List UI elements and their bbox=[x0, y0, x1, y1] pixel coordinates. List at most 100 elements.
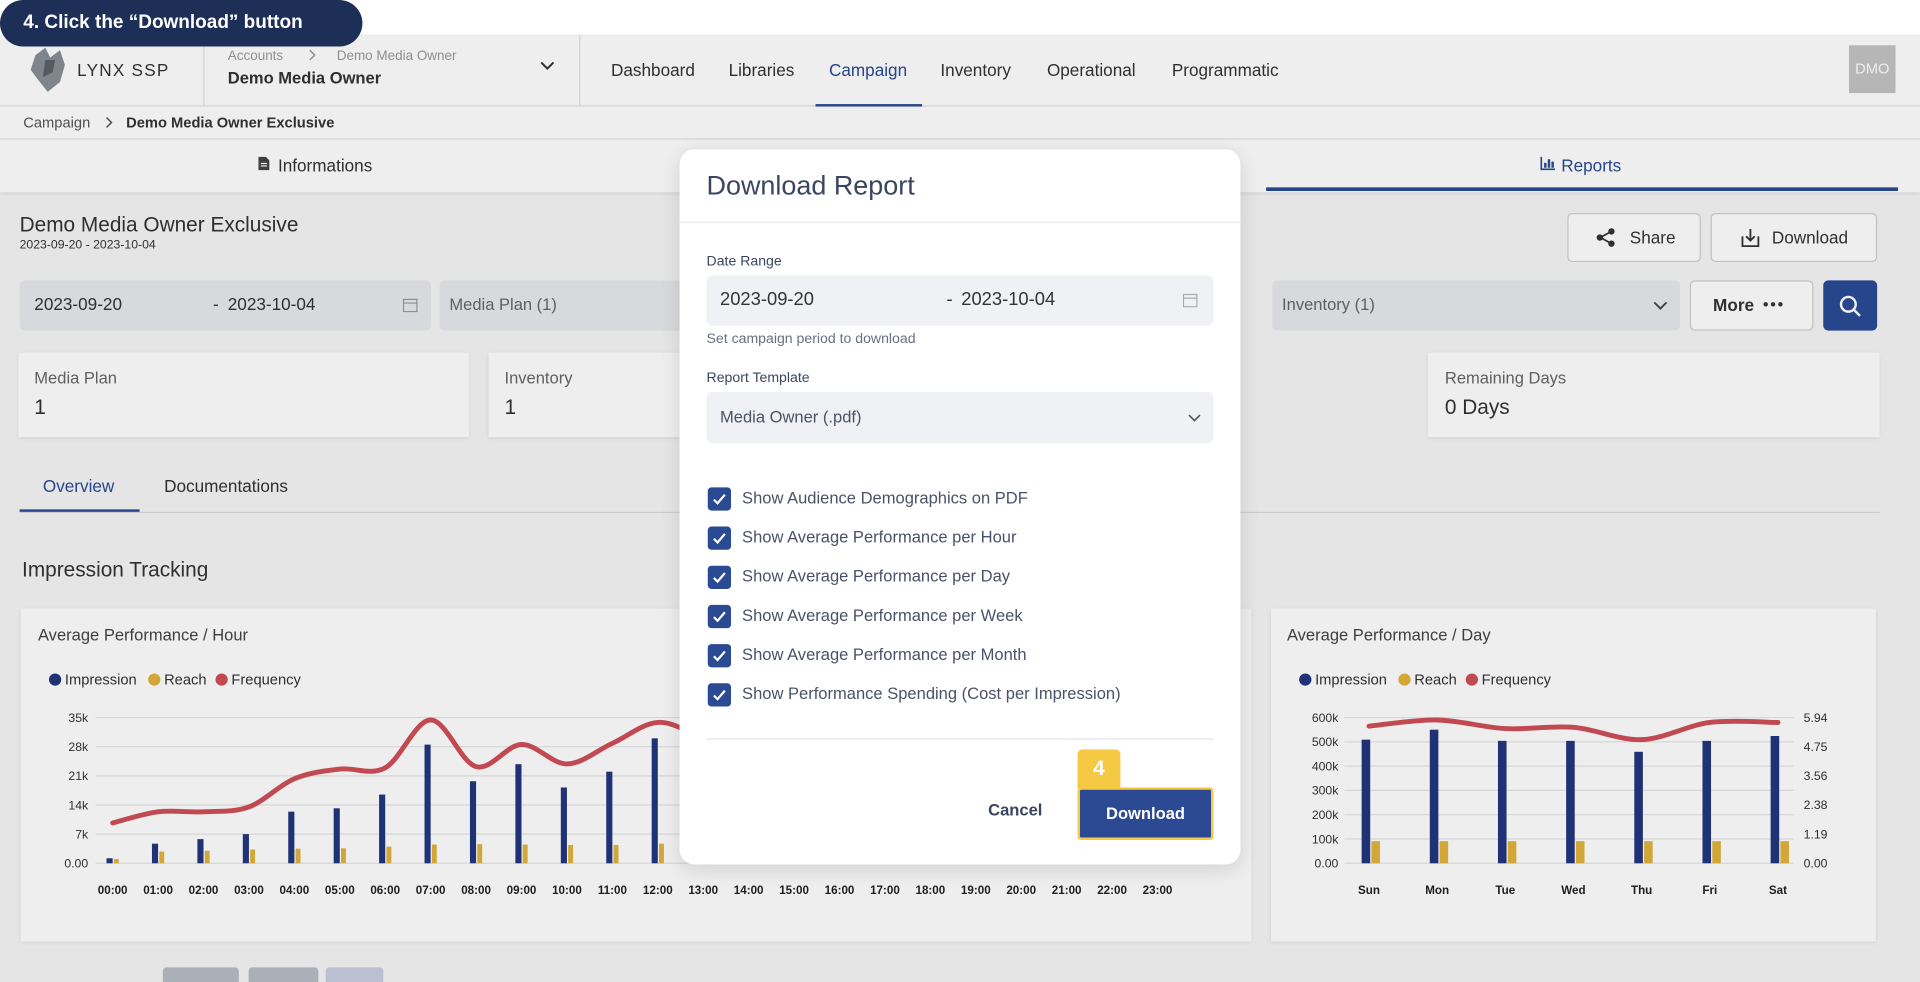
stat-value: 1 bbox=[34, 395, 46, 419]
check-mark bbox=[713, 650, 726, 662]
legend-label: Impression bbox=[1315, 672, 1387, 688]
bar bbox=[288, 811, 295, 864]
nav-item[interactable]: Programmatic bbox=[1171, 60, 1279, 80]
x-tick-label: 18:00 bbox=[916, 884, 946, 897]
checkbox-label[interactable]: Show Average Performance per Hour bbox=[742, 527, 1017, 547]
shape bbox=[1182, 293, 1198, 308]
more-button[interactable] bbox=[1689, 280, 1814, 331]
bar bbox=[341, 848, 346, 864]
checkbox-label[interactable]: Show Average Performance per Day bbox=[742, 566, 1011, 586]
breadcrumb-top[interactable]: Accounts bbox=[227, 48, 284, 64]
share-button[interactable] bbox=[1567, 213, 1701, 263]
bar bbox=[333, 808, 340, 864]
subtab[interactable]: Documentations bbox=[164, 476, 288, 496]
x-tick-label: 01:00 bbox=[143, 884, 173, 897]
nav-underline bbox=[815, 104, 923, 107]
search-button[interactable] bbox=[1823, 280, 1878, 331]
shape bbox=[260, 165, 267, 167]
x-tick-label: 11:00 bbox=[598, 884, 627, 897]
checkbox[interactable] bbox=[707, 604, 732, 629]
calendar-icon bbox=[402, 298, 418, 313]
checkbox[interactable] bbox=[707, 487, 732, 511]
x-tick-label: Sat bbox=[1769, 884, 1787, 897]
breadcrumb-link[interactable]: Campaign bbox=[23, 113, 91, 132]
bar bbox=[1770, 736, 1780, 864]
more-label[interactable]: More bbox=[1713, 295, 1755, 315]
date-start: 2023-09-20 bbox=[720, 288, 814, 310]
bar bbox=[1439, 841, 1449, 864]
x-tick-label: 04:00 bbox=[280, 884, 310, 897]
share-icon bbox=[1596, 228, 1615, 247]
shape bbox=[1770, 302, 1776, 307]
y-tick-label: 35k bbox=[68, 711, 89, 725]
y-tick-label: 14k bbox=[68, 798, 89, 812]
subtab-active[interactable]: Overview bbox=[42, 476, 115, 496]
bar bbox=[515, 764, 522, 864]
template-select[interactable] bbox=[706, 391, 1214, 444]
tab-active[interactable]: Reports bbox=[1561, 155, 1622, 176]
inventory-filter[interactable] bbox=[1272, 280, 1681, 331]
x-tick-label: 16:00 bbox=[825, 884, 855, 897]
checkbox-label[interactable]: Show Average Performance per Week bbox=[742, 606, 1023, 625]
checkbox[interactable] bbox=[707, 683, 732, 707]
y-tick-label: 7k bbox=[75, 827, 89, 841]
nav-item[interactable]: Operational bbox=[1046, 60, 1136, 80]
logo-icon bbox=[30, 47, 65, 92]
date-range-input[interactable] bbox=[706, 275, 1214, 326]
checkbox[interactable] bbox=[707, 565, 732, 589]
shape bbox=[713, 572, 726, 584]
bar bbox=[386, 846, 392, 864]
legend-swatch bbox=[215, 673, 228, 686]
shape bbox=[1853, 308, 1861, 317]
download-label[interactable]: Download bbox=[1771, 227, 1849, 248]
section-title: Impression Tracking bbox=[22, 558, 209, 582]
shape bbox=[1596, 234, 1603, 241]
button-stub bbox=[162, 967, 239, 982]
date-start: 2023-09-20 bbox=[34, 293, 122, 314]
y-tick-label: 0.00 bbox=[64, 857, 88, 871]
checkbox-label[interactable]: Show Audience Demographics on PDF bbox=[742, 488, 1028, 507]
bar bbox=[606, 771, 613, 864]
chart-title: Average Performance / Day bbox=[1286, 625, 1491, 645]
download-button[interactable] bbox=[1710, 213, 1878, 263]
y2-tick-label: 2.38 bbox=[1804, 798, 1828, 812]
bar bbox=[1371, 841, 1381, 864]
checkbox[interactable] bbox=[707, 526, 732, 550]
shape bbox=[260, 162, 267, 165]
bar bbox=[613, 844, 619, 864]
divider bbox=[579, 34, 581, 107]
nav-item-active[interactable]: Campaign bbox=[828, 60, 908, 80]
checkbox-label[interactable]: Show Performance Spending (Cost per Impr… bbox=[742, 684, 1121, 703]
x-tick-label: Thu bbox=[1631, 884, 1652, 897]
legend-swatch bbox=[1398, 673, 1411, 686]
stat-label: Media Plan bbox=[34, 368, 117, 387]
line bbox=[1366, 717, 1781, 743]
account-name[interactable]: Demo Media Owner bbox=[227, 68, 382, 87]
bar bbox=[379, 794, 386, 864]
bar bbox=[197, 839, 204, 864]
checkbox-label[interactable]: Show Average Performance per Month bbox=[742, 645, 1027, 664]
tab-icon bbox=[1540, 156, 1556, 171]
tab[interactable]: Informations bbox=[277, 155, 373, 176]
bar bbox=[1429, 729, 1439, 864]
checkbox[interactable] bbox=[707, 644, 732, 668]
account-dropdown[interactable] bbox=[540, 61, 555, 71]
date-range-filter[interactable] bbox=[19, 280, 432, 331]
x-tick-label: 10:00 bbox=[552, 884, 582, 897]
download-report-button[interactable]: Download bbox=[1077, 787, 1214, 841]
legend-swatch bbox=[148, 673, 161, 686]
check-mark bbox=[713, 611, 726, 623]
y-tick-label: 0.00 bbox=[1315, 857, 1339, 871]
breadcrumb-top[interactable]: Demo Media Owner bbox=[336, 48, 457, 64]
nav-item[interactable]: Inventory bbox=[940, 60, 1011, 80]
nav-item[interactable]: Dashboard bbox=[611, 60, 695, 80]
date-end: 2023-10-04 bbox=[961, 288, 1056, 310]
check-mark bbox=[713, 493, 726, 505]
y-tick-label: 21k bbox=[68, 769, 89, 783]
nav-item[interactable]: Libraries bbox=[728, 60, 795, 80]
avatar[interactable]: DMO bbox=[1848, 45, 1896, 94]
cancel-button[interactable]: Cancel bbox=[988, 800, 1043, 820]
bar bbox=[560, 787, 567, 864]
share-label[interactable]: Share bbox=[1629, 227, 1676, 248]
